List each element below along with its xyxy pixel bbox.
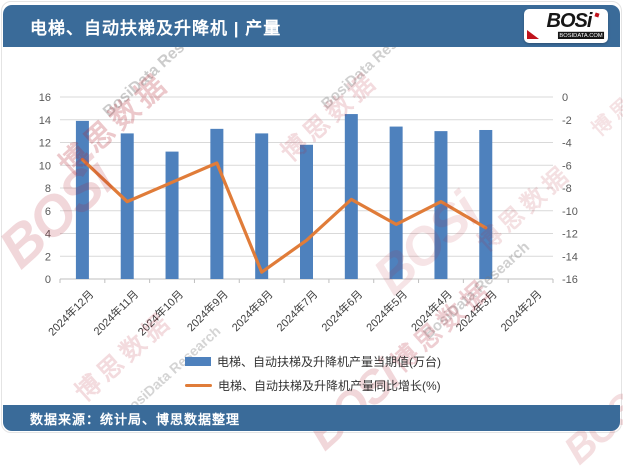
right-axis-tick: -14 (562, 251, 578, 263)
x-axis-label: 2024年10月 (135, 287, 186, 338)
right-axis-tick: -16 (562, 274, 578, 286)
line-series-label: 电梯、自动扶梯及升降机产量同比增长(%) (218, 379, 441, 393)
bar-series-swatch (185, 357, 211, 366)
legend-item-bar-series: 电梯、自动扶梯及升降机产量当期值(万台) (185, 353, 441, 370)
bar (389, 126, 403, 279)
line-series-swatch (185, 384, 212, 387)
logo-domain-text: BOSIDATA.COM (557, 31, 604, 39)
bar (255, 133, 269, 279)
left-axis-tick: 6 (45, 206, 51, 218)
page-title: 电梯、自动扶梯及升降机 | 产量 (30, 18, 282, 38)
left-axis-tick: 16 (39, 92, 51, 104)
bosi-logo: BOSi BOSIDATA.COM (524, 9, 608, 43)
right-axis-tick: -4 (562, 138, 572, 150)
x-axis-label: 2024年8月 (229, 287, 276, 334)
bar (300, 144, 313, 279)
data-source-text: 数据来源：统计局、博思数据整理 (30, 411, 241, 427)
bar-series-label: 电梯、自动扶梯及升降机产量当期值(万台) (217, 355, 441, 369)
footer-bar: 数据来源：统计局、博思数据整理 (3, 405, 620, 431)
bar (75, 120, 89, 279)
bar (479, 129, 493, 279)
right-axis-tick: 0 (562, 92, 568, 104)
left-axis-tick: 4 (45, 229, 51, 241)
legend-item-line-series: 电梯、自动扶梯及升降机产量同比增长(%) (185, 377, 441, 394)
logo-triangle-icon (527, 30, 539, 39)
chart-legend: 电梯、自动扶梯及升降机产量当期值(万台) 电梯、自动扶梯及升降机产量同比增长(%… (185, 353, 441, 394)
bar (210, 128, 224, 279)
x-axis-label: 2024年11月 (90, 287, 141, 338)
right-axis-tick: -6 (562, 160, 572, 172)
right-axis-tick: -10 (562, 206, 578, 218)
x-axis-label: 2024年6月 (318, 287, 365, 334)
x-axis-label: 2024年9月 (184, 287, 231, 334)
right-axis-tick: -2 (562, 115, 572, 127)
right-axis-tick: -8 (562, 183, 572, 195)
right-axis-tick: -12 (562, 229, 578, 241)
x-axis-label: 2024年2月 (497, 287, 544, 334)
x-axis-label: 2024年4月 (408, 287, 455, 334)
left-axis-tick: 2 (45, 251, 51, 263)
header-bar: 电梯、自动扶梯及升降机 | 产量 BOSi BOSIDATA.COM (3, 5, 620, 47)
line-series (80, 157, 488, 274)
left-axis-tick: 10 (39, 160, 51, 172)
bar (434, 131, 448, 279)
left-axis-tick: 0 (45, 274, 51, 286)
bar (120, 133, 134, 279)
x-axis-label: 2024年3月 (453, 287, 500, 334)
x-axis-label: 2024年12月 (45, 287, 96, 338)
left-axis-tick: 8 (45, 183, 51, 195)
left-axis-tick: 12 (39, 138, 51, 150)
bar (165, 151, 179, 279)
logo-brand-text: BOSi (546, 10, 593, 32)
x-axis-label: 2024年7月 (273, 287, 320, 334)
bar (344, 114, 358, 279)
production-chart: 0 -162 -144 -126 -108 -810 -612 -414 -216 02024年1… (39, 92, 578, 338)
left-axis-tick: 14 (39, 115, 51, 127)
x-axis-label: 2024年5月 (363, 287, 410, 334)
